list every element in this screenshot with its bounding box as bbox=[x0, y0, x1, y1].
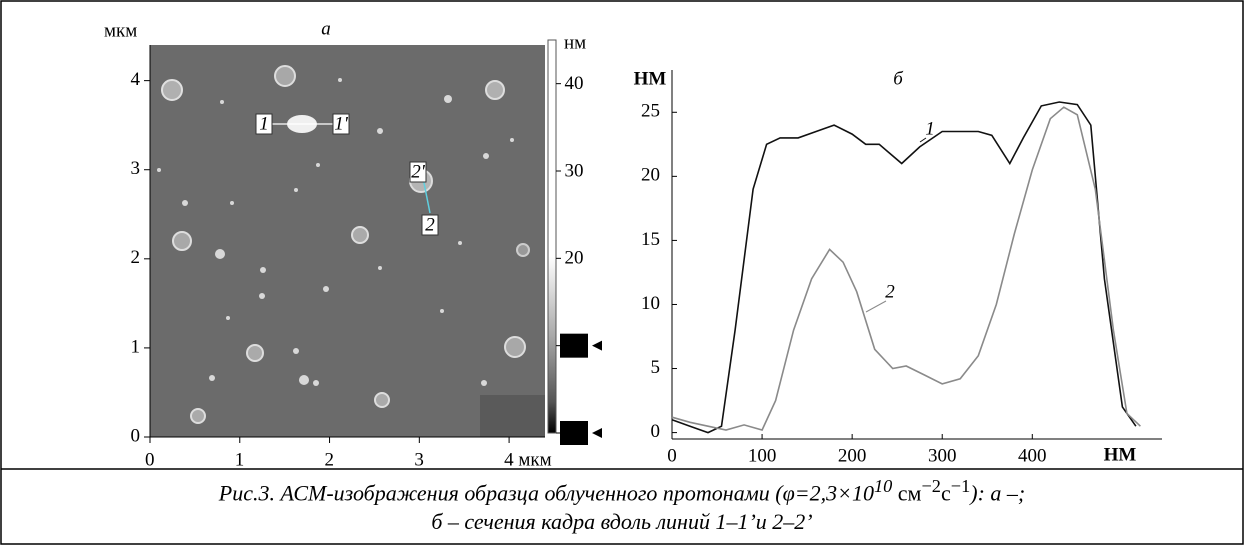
annotation-box bbox=[332, 113, 350, 135]
line-series bbox=[671, 101, 1137, 434]
annotation-box bbox=[409, 161, 427, 183]
x-tick-label: 2 bbox=[325, 449, 335, 470]
x-tick-label: 200 bbox=[838, 445, 867, 466]
caption-line-1: Рис.3. АСМ-изображения образца облученно… bbox=[0, 476, 1244, 506]
y-tick-label: 4 bbox=[131, 69, 141, 90]
y-tick-label: 1 bbox=[131, 336, 141, 357]
annotation: 1' bbox=[334, 113, 349, 134]
y-tick-label: 0 bbox=[131, 425, 141, 446]
caption-text: ): а –; bbox=[970, 480, 1026, 506]
caption-text: −1 bbox=[950, 476, 971, 496]
colorbar-label: нм bbox=[564, 32, 586, 53]
caption-text: с bbox=[940, 480, 951, 506]
y-tick-label: 0 bbox=[651, 421, 661, 442]
y-tick-label: 10 bbox=[641, 293, 660, 314]
afm-spots bbox=[157, 65, 530, 424]
caption-text: Рис.3. АСМ-изображения образца облученно… bbox=[218, 480, 874, 506]
afm-surface bbox=[150, 45, 545, 437]
x-tick-label: 0 bbox=[145, 449, 155, 470]
y-tick-label: 15 bbox=[641, 229, 660, 250]
colorbar-tick-label: 0 bbox=[569, 422, 579, 443]
colorbar-marker bbox=[592, 340, 602, 351]
y-tick-label: 20 bbox=[641, 165, 660, 186]
marker-box bbox=[560, 333, 588, 358]
annotation: 2' bbox=[411, 161, 426, 182]
marker-box bbox=[560, 421, 588, 445]
series-label: 2 bbox=[885, 281, 895, 302]
annotation: 1 bbox=[259, 113, 269, 134]
annotation: 2 bbox=[425, 214, 435, 235]
y-axis-label: НМ bbox=[634, 68, 667, 89]
y-tick-label: 25 bbox=[641, 101, 660, 122]
y-tick-label: 3 bbox=[131, 158, 141, 179]
caption-text: −2 bbox=[921, 476, 941, 496]
caption-text: 10 bbox=[873, 476, 893, 496]
colorbar-marker bbox=[592, 428, 602, 438]
colorbar-tick-label: 40 bbox=[565, 73, 584, 94]
x-tick-label: 3 bbox=[414, 449, 424, 470]
annotation-box bbox=[255, 113, 273, 135]
afm-image bbox=[150, 45, 545, 437]
colorbar-tick-label: 20 bbox=[565, 248, 584, 269]
colorbar bbox=[547, 39, 557, 434]
x-axis-label: НМ bbox=[1104, 444, 1137, 465]
chart-title: б bbox=[893, 68, 904, 89]
caption-text: см bbox=[892, 480, 922, 506]
annotation-box bbox=[421, 214, 439, 236]
x-tick-label: 0 bbox=[667, 445, 677, 466]
y-axis-label: мкм bbox=[104, 20, 137, 41]
series-label: 1 bbox=[925, 118, 935, 139]
afm-shade bbox=[480, 395, 545, 437]
x-tick-label: 300 bbox=[928, 445, 957, 466]
x-tick-label: 1 bbox=[235, 449, 245, 470]
y-tick-label: 2 bbox=[131, 247, 141, 268]
y-tick-label: 5 bbox=[651, 357, 661, 378]
x-tick-label: 4 мкм bbox=[504, 449, 552, 470]
colorbar-tick-label: 30 bbox=[565, 160, 584, 181]
caption-line-2: б – сечения кадра вдоль линий 1–1’и 2–2’ bbox=[431, 509, 813, 534]
series-leader bbox=[919, 137, 927, 143]
colorbar-tick-label: 10 bbox=[565, 335, 584, 356]
x-tick-label: 400 bbox=[1018, 445, 1047, 466]
chart-title: а bbox=[321, 18, 331, 39]
series-leader bbox=[865, 300, 887, 313]
line-series bbox=[671, 106, 1141, 431]
x-tick-label: 100 bbox=[748, 445, 777, 466]
